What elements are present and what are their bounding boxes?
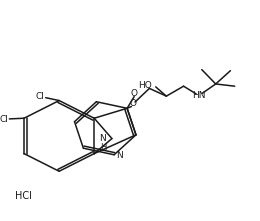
Text: HN: HN — [192, 91, 206, 99]
Text: Cl: Cl — [0, 115, 8, 124]
Text: H: H — [100, 143, 106, 152]
Text: HCl: HCl — [15, 191, 32, 201]
Text: O: O — [131, 90, 138, 98]
Text: O: O — [130, 99, 137, 108]
Text: HO: HO — [138, 81, 152, 90]
Text: N: N — [100, 134, 106, 143]
Text: Cl: Cl — [36, 92, 44, 101]
Text: N: N — [116, 151, 122, 160]
